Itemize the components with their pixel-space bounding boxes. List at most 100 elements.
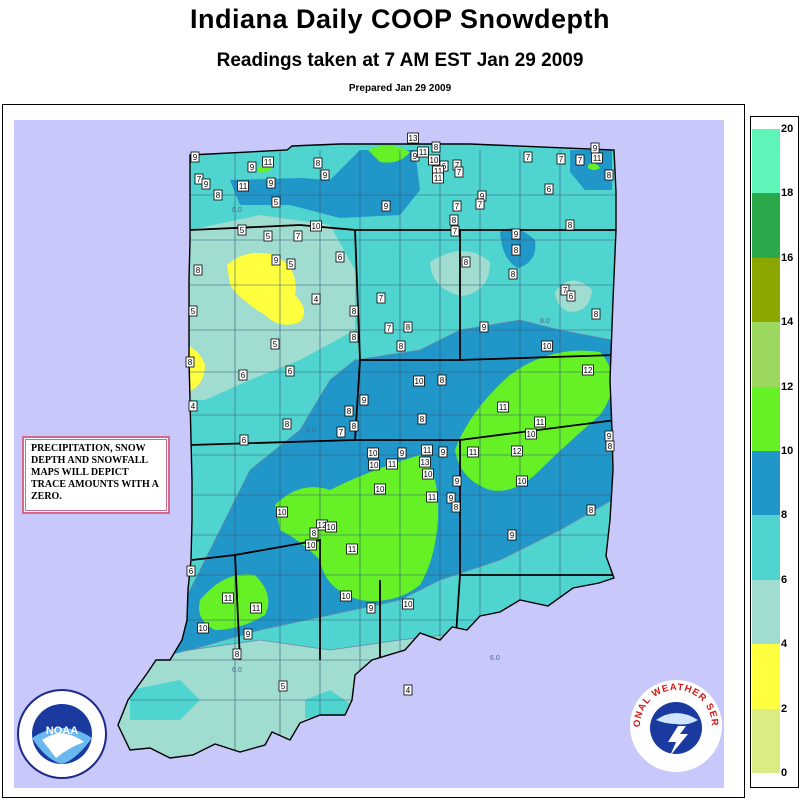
station-reading: 5 <box>278 680 288 692</box>
station-reading: 8 <box>461 256 471 268</box>
station-reading: 8 <box>591 308 601 320</box>
station-reading-value: 6 <box>242 436 247 445</box>
station-reading: 10 <box>516 475 528 487</box>
station-reading: 8 <box>396 340 406 352</box>
station-reading: 8 <box>605 440 615 452</box>
station-reading-value: 6 <box>547 185 552 194</box>
station-reading-value: 10 <box>342 592 351 601</box>
station-reading: 9 <box>446 492 456 504</box>
station-reading: 9 <box>452 475 462 487</box>
legend-band <box>752 644 780 709</box>
station-reading: 6 <box>335 251 345 263</box>
station-reading-value: 9 <box>269 179 274 188</box>
legend-tick-label: 16 <box>781 251 794 264</box>
station-reading-value: 9 <box>455 477 460 486</box>
station-reading: 8 <box>417 413 427 425</box>
station-reading-value: 6 <box>288 367 293 376</box>
station-reading: 11 <box>237 180 249 192</box>
station-reading-value: 10 <box>543 342 552 351</box>
station-reading: 7 <box>575 154 585 166</box>
station-reading: 10 <box>276 506 288 518</box>
station-reading: 7 <box>450 225 460 237</box>
station-reading-value: 9 <box>274 256 279 265</box>
station-reading: 7 <box>452 200 462 212</box>
station-reading: 13 <box>419 456 431 468</box>
station-reading: 9 <box>590 142 600 154</box>
station-reading-value: 5 <box>281 682 286 691</box>
station-reading-value: 7 <box>453 227 458 236</box>
station-reading-value: 11 <box>593 154 602 163</box>
station-reading-value: 8 <box>594 310 599 319</box>
station-reading: 8 <box>344 405 354 417</box>
station-reading: 8 <box>508 268 518 280</box>
station-reading: 8 <box>313 157 323 169</box>
station-reading: 10 <box>422 468 434 480</box>
legend-tick-label: 18 <box>781 187 794 200</box>
station-reading: 8 <box>431 141 441 153</box>
station-reading: 9 <box>243 628 253 640</box>
legend-tick-label: 6 <box>781 573 788 586</box>
station-reading: 10 <box>525 428 537 440</box>
station-reading: 8 <box>309 527 319 539</box>
station-reading-value: 10 <box>327 523 336 532</box>
station-reading: 7 <box>523 151 533 163</box>
noaa-logo-text: NOAA <box>46 725 78 737</box>
station-reading-value: 6 <box>442 162 447 171</box>
station-reading-value: 9 <box>413 152 418 161</box>
station-reading-value: 7 <box>457 168 462 177</box>
station-reading: 10 <box>325 521 337 533</box>
station-reading-value: 8 <box>454 503 459 512</box>
station-reading-value: 5 <box>273 340 278 349</box>
legend-band <box>752 193 780 258</box>
station-reading-value: 8 <box>352 307 357 316</box>
station-reading: 9 <box>507 529 517 541</box>
station-reading-value: 7 <box>578 156 583 165</box>
page-title: Indiana Daily COOP Snowdepth <box>189 4 611 34</box>
station-reading: 12 <box>582 364 594 376</box>
legend-band <box>752 451 780 516</box>
station-reading-value: 7 <box>526 153 531 162</box>
station-reading: 11 <box>426 491 438 503</box>
station-reading: 8 <box>403 321 413 333</box>
station-reading: 9 <box>397 447 407 459</box>
station-reading: 8 <box>349 331 359 343</box>
station-reading-value: 4 <box>191 402 196 411</box>
prepared-date: Prepared Jan 29 2009 <box>348 83 452 94</box>
station-reading: 7 <box>293 230 303 242</box>
station-reading-value: 8 <box>589 506 594 515</box>
station-reading: 8 <box>193 264 203 276</box>
station-reading-value: 8 <box>464 258 469 267</box>
station-reading-value: 11 <box>434 174 443 183</box>
station-reading: 7 <box>376 292 386 304</box>
station-reading: 5 <box>271 196 281 208</box>
station-reading: 11 <box>421 444 433 456</box>
station-reading-value: 12 <box>318 521 327 530</box>
station-reading-value: 11 <box>348 545 357 554</box>
station-reading: 6 <box>186 565 196 577</box>
station-reading: 10 <box>340 590 352 602</box>
station-reading: 9 <box>381 200 391 212</box>
station-reading-value: 10 <box>430 156 439 165</box>
station-reading-value: 11 <box>252 604 261 613</box>
legend-tick-label: 20 <box>781 123 794 135</box>
station-reading-value: 9 <box>400 449 405 458</box>
svg-text:6.0: 6.0 <box>306 427 316 434</box>
station-reading: 9 <box>604 430 614 442</box>
station-reading-value: 8 <box>235 650 240 659</box>
station-reading-value: 13 <box>409 134 418 143</box>
station-reading-value: 11 <box>434 167 443 176</box>
station-reading: 5 <box>237 224 247 236</box>
station-reading-value: 9 <box>250 163 255 172</box>
station-reading-value: 4 <box>314 295 319 304</box>
station-reading-value: 9 <box>514 230 519 239</box>
station-reading-value: 8 <box>452 216 457 225</box>
noaa-logo: NOAA <box>17 689 107 779</box>
station-reading-value: 5 <box>266 232 271 241</box>
svg-text:8.0: 8.0 <box>540 318 550 325</box>
station-reading-value: 5 <box>274 198 279 207</box>
station-reading: 7 <box>560 284 570 296</box>
legend-tick-label: 2 <box>781 702 788 715</box>
station-reading: 10 <box>368 459 380 471</box>
station-reading: 7 <box>384 322 394 334</box>
station-reading: 6 <box>239 434 249 446</box>
